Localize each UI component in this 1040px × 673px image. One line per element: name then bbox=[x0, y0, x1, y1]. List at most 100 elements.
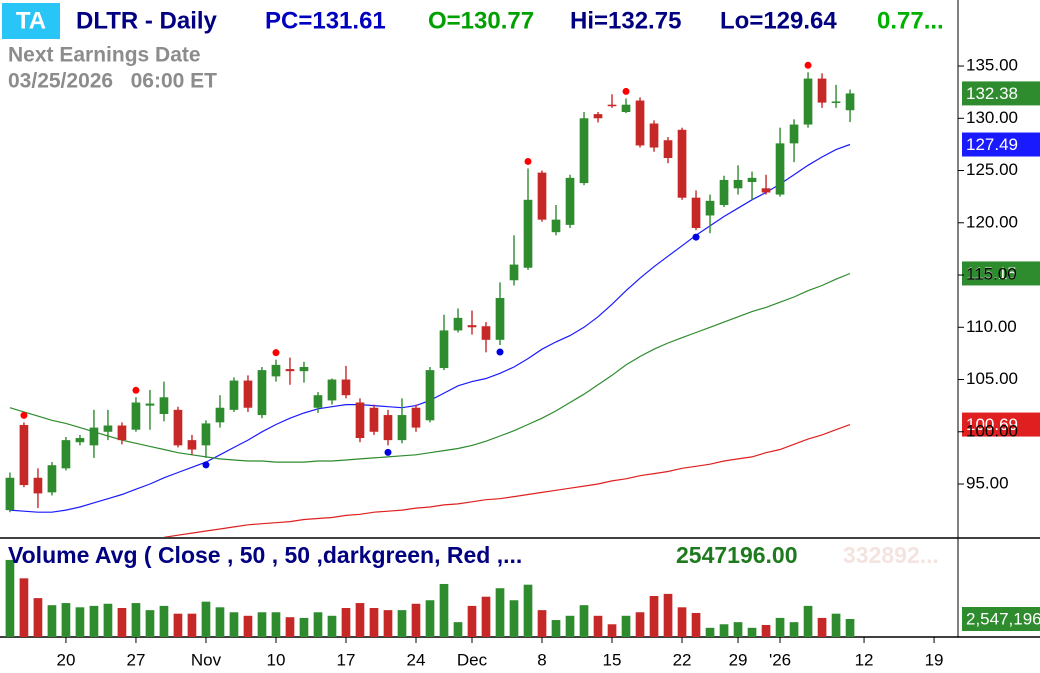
swing-low-dot bbox=[496, 348, 504, 356]
candle-body bbox=[621, 104, 631, 113]
symbol: DLTR - Daily bbox=[76, 7, 218, 34]
volume-bar bbox=[607, 624, 617, 637]
volume-bar bbox=[579, 605, 589, 637]
candle-body bbox=[75, 438, 85, 443]
candle-body bbox=[579, 118, 589, 184]
candle-body bbox=[19, 424, 29, 486]
x-tick-label: 17 bbox=[337, 650, 356, 669]
swing-high-dot bbox=[20, 411, 28, 419]
x-tick-label: 20 bbox=[56, 650, 75, 669]
candle-body bbox=[355, 402, 365, 439]
candle-body bbox=[803, 78, 813, 125]
candle-body bbox=[593, 114, 603, 119]
volume-bar bbox=[425, 600, 435, 637]
candle-body bbox=[369, 407, 379, 432]
volume-bar bbox=[173, 613, 183, 637]
volume-bar bbox=[719, 624, 729, 637]
volume-bar bbox=[355, 603, 365, 637]
candle-body bbox=[691, 197, 701, 229]
overlay-labels: TA DLTR - Daily PC=131.61 O=130.77 Hi=13… bbox=[2, 3, 1040, 631]
price-plot bbox=[5, 61, 855, 537]
candle-body bbox=[789, 124, 799, 144]
volume-bar bbox=[201, 601, 211, 637]
volume-bar bbox=[285, 617, 295, 637]
volume-bar bbox=[243, 615, 253, 637]
candle-body bbox=[313, 395, 323, 408]
volume-bar bbox=[677, 607, 687, 637]
candle-body bbox=[649, 123, 659, 148]
volume-bar bbox=[761, 624, 771, 637]
earnings-date: 03/25/2026 06:00 ET bbox=[8, 70, 217, 93]
volume-bar bbox=[19, 578, 29, 637]
candle-body bbox=[551, 219, 561, 233]
y-tick-label: 120.00 bbox=[966, 212, 1018, 231]
candle-body bbox=[635, 100, 645, 146]
volume-bar bbox=[453, 622, 463, 637]
swing-low-dot bbox=[202, 461, 210, 469]
moving-average-line bbox=[9, 272, 851, 463]
volume-bar bbox=[803, 605, 813, 637]
volume-bar bbox=[271, 612, 281, 637]
volume-bar bbox=[523, 584, 533, 637]
volume-bar bbox=[229, 612, 239, 637]
volume-bar bbox=[383, 610, 393, 637]
x-tick-label: 8 bbox=[537, 650, 546, 669]
volume-bar bbox=[341, 608, 351, 637]
volume-bar bbox=[299, 617, 309, 637]
candle-body bbox=[159, 397, 169, 415]
y-tick-label: 105.00 bbox=[966, 369, 1018, 388]
volume-bar bbox=[747, 627, 757, 637]
volume-bar bbox=[397, 610, 407, 637]
volume-bar bbox=[215, 607, 225, 637]
change: 0.77... bbox=[877, 7, 944, 34]
x-tick-label: 27 bbox=[126, 650, 145, 669]
x-tick-label: '26 bbox=[769, 650, 791, 669]
y-tick-label: 100.00 bbox=[966, 421, 1018, 440]
candle-body bbox=[565, 177, 575, 225]
swing-high-dot bbox=[524, 157, 532, 165]
volume-bar bbox=[733, 622, 743, 637]
volume-bar bbox=[369, 608, 379, 637]
x-tick-label: 15 bbox=[603, 650, 622, 669]
volume-bar bbox=[775, 617, 785, 637]
volume-bar bbox=[621, 615, 631, 637]
volume-plot bbox=[5, 559, 855, 637]
candle-body bbox=[607, 104, 617, 107]
volume-bar bbox=[509, 600, 519, 637]
volume-bar bbox=[439, 583, 449, 637]
candle-body bbox=[677, 129, 687, 198]
volume-bar bbox=[313, 612, 323, 637]
last-value-box bbox=[962, 606, 1040, 631]
candle-body bbox=[103, 425, 113, 432]
volume-bar bbox=[47, 605, 57, 637]
low: Lo=129.64 bbox=[720, 7, 837, 34]
candle-body bbox=[299, 366, 309, 372]
x-tick-label: 19 bbox=[925, 650, 944, 669]
candle-body bbox=[453, 317, 463, 331]
candle-body bbox=[173, 409, 183, 446]
volume-bar bbox=[411, 603, 421, 637]
y-tick-label: 110.00 bbox=[966, 317, 1017, 336]
volume-bar bbox=[845, 618, 855, 637]
high: Hi=132.75 bbox=[570, 7, 681, 34]
candle-body bbox=[523, 199, 533, 268]
swing-high-dot bbox=[272, 349, 280, 357]
volume-bar bbox=[635, 612, 645, 637]
volume-bar bbox=[257, 612, 267, 637]
candle-body bbox=[481, 326, 491, 340]
volume-bar bbox=[649, 595, 659, 637]
candle-body bbox=[411, 407, 421, 428]
candle-body bbox=[831, 101, 841, 103]
volume-bar bbox=[691, 612, 701, 637]
volume-bar bbox=[789, 622, 799, 637]
candle-body bbox=[775, 143, 785, 195]
open: O=130.77 bbox=[428, 7, 534, 34]
last-value-box bbox=[962, 261, 1040, 286]
y-tick-label: 115.00 bbox=[966, 265, 1017, 284]
volume-bar bbox=[33, 598, 43, 637]
volume-bar bbox=[117, 608, 127, 637]
candle-body bbox=[705, 200, 715, 216]
volume-bar bbox=[187, 613, 197, 637]
candle-body bbox=[257, 370, 267, 416]
candle-body bbox=[425, 370, 435, 421]
